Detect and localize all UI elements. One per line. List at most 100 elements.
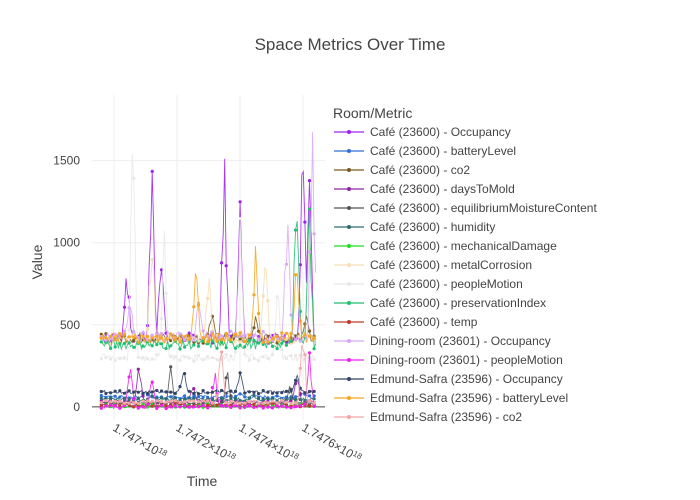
legend-item[interactable]: Café (23600) - peopleMotion [334,277,523,291]
data-point [99,357,103,361]
legend-marker [347,339,351,343]
data-point [150,399,154,403]
data-point [298,319,302,323]
data-point [192,397,196,401]
data-point [307,404,312,408]
data-point [183,404,187,408]
data-point [266,356,270,360]
data-point [201,395,205,399]
data-point [257,329,261,333]
series-line [99,207,317,351]
legend-item[interactable]: Edmund-Safra (23596) - Occupancy [334,372,563,386]
legend-marker [347,187,351,191]
legend-item[interactable]: Café (23600) - preservationIndex [334,296,546,310]
legend-item[interactable]: Dining-room (23601) - peopleMotion [334,353,563,367]
data-point [155,334,159,338]
data-point [210,390,214,394]
legend-marker [347,149,351,153]
data-point [150,380,154,384]
data-point [224,352,228,357]
data-point [150,394,154,398]
data-point [150,336,154,340]
legend-item[interactable]: Café (23600) - metalCorrosion [334,258,532,272]
data-point [159,403,164,407]
data-point [261,355,265,359]
legend-item[interactable]: Café (23600) - equilibriumMoistureConten… [334,201,597,215]
data-point [150,333,154,337]
data-point [118,406,122,410]
data-point [289,339,293,343]
data-point [215,403,219,407]
data-point [294,338,298,342]
data-point [247,358,251,362]
data-point [150,390,154,394]
data-point [187,399,191,403]
legend-marker [347,225,351,229]
data-point [284,405,288,409]
data-point [261,329,265,334]
data-point [132,405,136,409]
data-point [210,339,214,343]
data-point [275,295,279,299]
legend-item[interactable]: Café (23600) - batteryLevel [334,144,516,158]
legend-item[interactable]: Dining-room (23601) - Occupancy [334,334,551,348]
data-point [270,397,275,401]
data-point [215,358,219,362]
data-point [192,343,196,347]
legend-item[interactable]: Edmund-Safra (23596) - co2 [334,410,522,424]
data-point [187,331,191,335]
data-point [257,392,261,396]
data-point [169,338,173,343]
legend-item[interactable]: Edmund-Safra (23596) - batteryLevel [334,391,568,405]
data-point [229,329,233,333]
data-point [252,326,256,330]
data-point [210,356,214,360]
data-point [298,339,302,343]
legend-item[interactable]: Café (23600) - temp [334,315,478,329]
legend-item[interactable]: Café (23600) - co2 [334,163,470,177]
data-point [201,336,205,340]
data-point [275,404,279,408]
data-point [298,392,302,396]
legend-item[interactable]: Café (23600) - mechanicalDamage [334,239,557,253]
data-point [113,394,117,398]
data-point [155,352,159,357]
data-point [192,399,196,403]
data-point [99,393,103,398]
data-point [266,390,270,394]
data-point [159,268,164,272]
data-point [104,338,108,342]
data-point [220,261,224,265]
legend-item[interactable]: Café (23600) - daysToMold [334,182,515,196]
data-point [243,352,247,356]
data-point [280,341,284,345]
data-point [206,403,210,407]
data-point [238,399,242,403]
data-point [261,397,265,401]
data-point [252,390,256,394]
legend-item[interactable]: Café (23600) - humidity [334,220,495,234]
data-point [224,400,228,405]
data-point [150,344,154,348]
data-point [192,405,196,409]
data-point [252,393,256,398]
data-point [122,305,127,309]
legend[interactable]: Room/Metric Café (23600) - Occupancy Café… [333,105,597,424]
data-point [284,331,288,335]
data-point [155,399,159,403]
data-point [298,404,302,408]
data-point [196,353,201,357]
data-point [247,396,251,400]
data-point [284,389,288,393]
data-point [150,357,154,361]
legend-marker [347,168,351,172]
data-point [257,397,261,401]
legend-item[interactable]: Café (23600) - Occupancy [334,125,511,139]
data-point [270,336,275,340]
legend-marker [347,282,351,286]
data-point [173,391,177,395]
data-point [220,334,224,338]
data-point [233,346,238,350]
data-point [252,334,256,338]
data-point [164,337,168,341]
